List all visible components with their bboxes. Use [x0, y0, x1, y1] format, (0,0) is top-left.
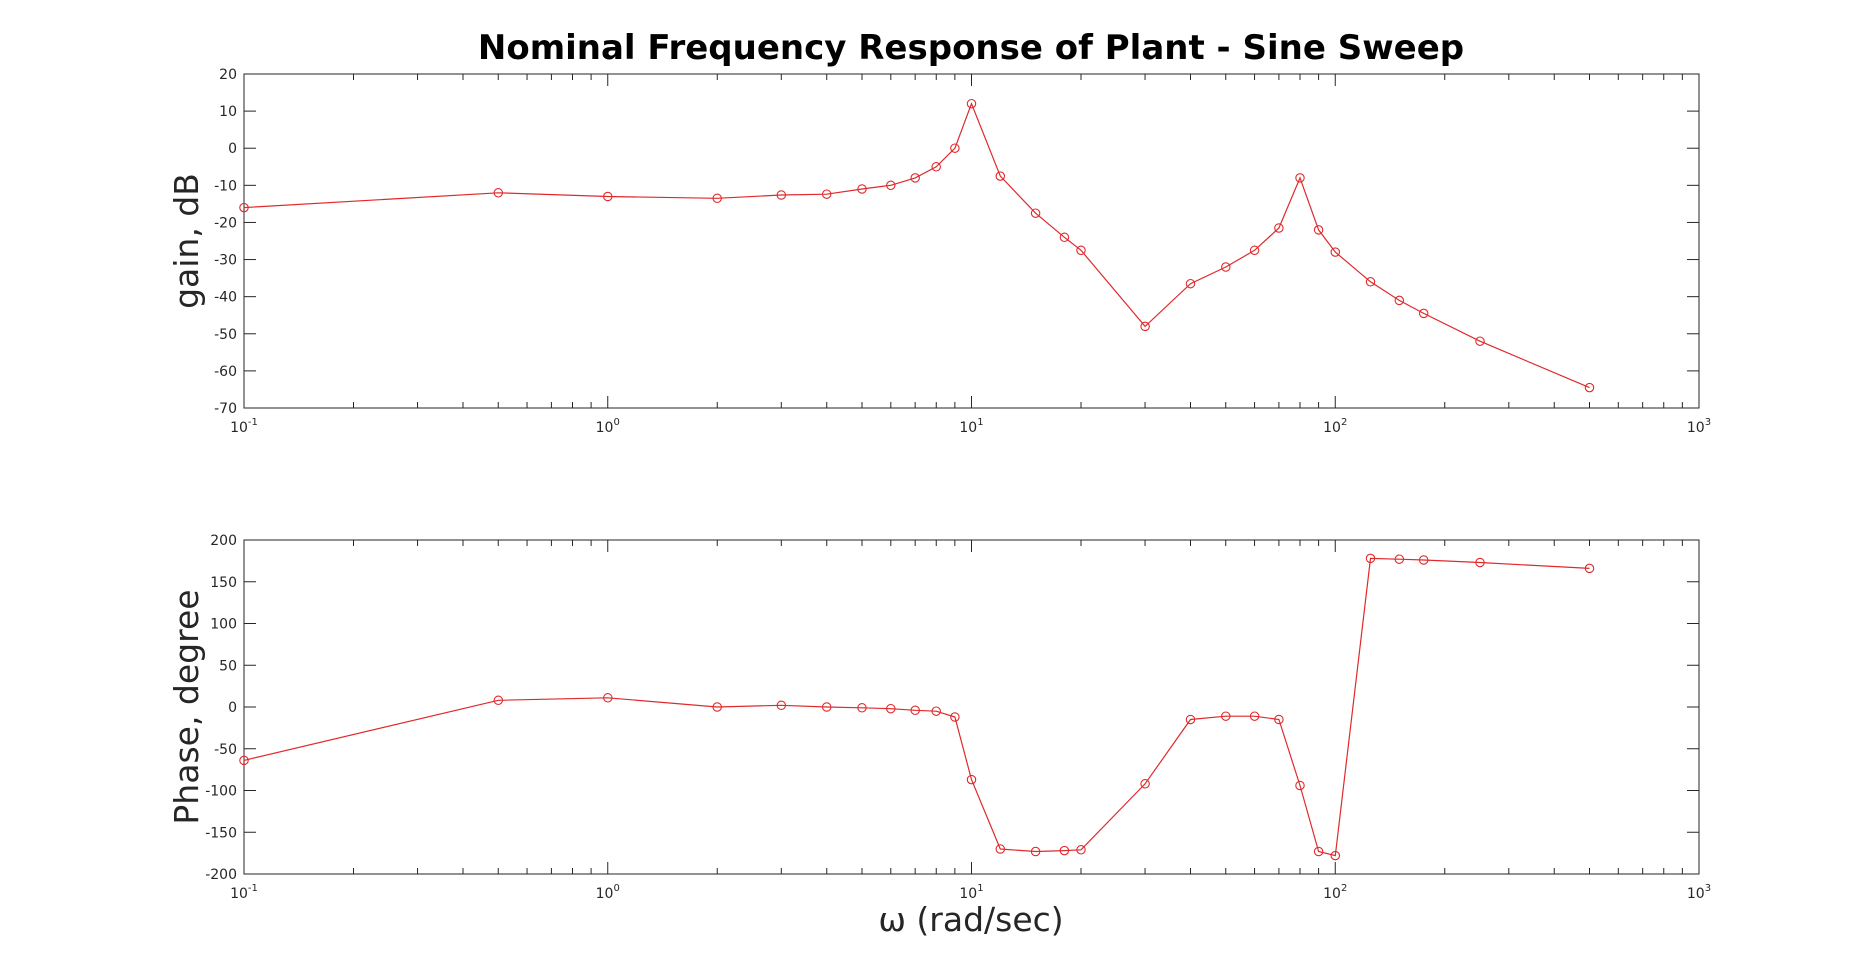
data-point [1249, 711, 1260, 721]
data-point [910, 173, 920, 183]
axes-frame [243, 73, 1700, 409]
y-tick-label: -40 [214, 290, 237, 306]
data-point [966, 98, 977, 109]
data-point [1030, 846, 1041, 857]
x-tick-label: 103 [1687, 417, 1711, 436]
x-tick-label: 100 [596, 417, 620, 436]
y-tick-label: 0 [228, 700, 237, 716]
y-tick-label: -50 [214, 742, 237, 758]
data-point [1365, 553, 1376, 564]
y-tick-label: 10 [219, 104, 237, 120]
y-tick-label: 150 [210, 575, 237, 591]
axes-frame [243, 539, 1700, 875]
data-point [1475, 557, 1485, 568]
x-tick-label: 102 [1323, 883, 1347, 902]
y-axis-label: gain, dB [167, 173, 206, 309]
x-tick-label: 103 [1687, 883, 1711, 902]
data-point [1330, 247, 1341, 257]
x-tick-label: 100 [596, 883, 620, 902]
y-tick-label: 20 [219, 67, 237, 83]
data-point [1584, 563, 1595, 574]
y-tick-label: -150 [205, 825, 237, 841]
data-point [776, 700, 787, 711]
data-point [1059, 232, 1070, 243]
data-point [1221, 262, 1231, 272]
series-line [243, 102, 1590, 389]
y-tick-label: -20 [214, 215, 237, 231]
data-point [1295, 173, 1305, 183]
chart-title: Nominal Frequency Response of Plant - Si… [478, 28, 1464, 68]
data-point [1365, 277, 1376, 287]
data-point [1076, 245, 1086, 256]
data-point [950, 712, 960, 722]
data-point [1185, 278, 1196, 289]
data-point [931, 706, 941, 716]
data-point [821, 189, 832, 199]
y-tick-label: -30 [214, 253, 237, 269]
y-tick-label: -60 [214, 364, 237, 380]
data-point [857, 703, 867, 713]
data-point [1249, 245, 1260, 256]
data-point [1185, 714, 1196, 725]
data-point [1394, 554, 1405, 564]
data-point [712, 702, 722, 712]
data-point [1295, 780, 1305, 791]
data-point [1274, 714, 1284, 725]
data-point [1140, 321, 1150, 332]
data-point [603, 693, 613, 703]
data-point [239, 755, 249, 766]
data-point [995, 171, 1006, 181]
x-tick-label: 101 [959, 417, 983, 436]
data-point [239, 202, 249, 213]
x-tick-label: 101 [959, 883, 983, 902]
data-point [1394, 295, 1405, 306]
y-tick-label: -50 [214, 327, 237, 343]
y-tick-label: -10 [214, 178, 237, 194]
data-point [712, 193, 722, 204]
data-point [1140, 779, 1150, 789]
data-point [886, 180, 896, 191]
data-point [857, 184, 867, 194]
data-point [910, 705, 920, 716]
y-tick-label: -200 [205, 867, 237, 883]
data-point [776, 190, 787, 200]
x-tick-label: 10-1 [230, 883, 258, 902]
data-point [1584, 382, 1595, 393]
x-tick-label: 102 [1323, 417, 1347, 436]
data-point [1313, 225, 1324, 235]
data-point [886, 703, 896, 714]
data-point [995, 844, 1006, 854]
data-point [1418, 555, 1429, 565]
data-point [1076, 845, 1086, 855]
data-point [493, 188, 504, 198]
data-point [493, 695, 504, 706]
data-point [966, 774, 977, 785]
data-point [931, 162, 941, 172]
y-tick-label: 200 [210, 533, 237, 549]
y-axis-label: Phase, degree [167, 589, 206, 824]
data-point [1313, 846, 1324, 857]
data-point [1274, 223, 1284, 233]
x-axis-label: ω (rad/sec) [878, 900, 1063, 939]
data-point [1475, 336, 1485, 346]
series-line [243, 557, 1590, 857]
y-tick-label: 0 [228, 141, 237, 157]
data-point [1221, 711, 1231, 721]
data-point [1030, 208, 1041, 218]
y-tick-label: -100 [205, 784, 237, 800]
data-point [821, 702, 832, 712]
data-point [1330, 850, 1341, 861]
data-point [1418, 308, 1429, 319]
x-tick-label: 10-1 [230, 417, 258, 436]
y-tick-label: 100 [210, 617, 237, 633]
data-point [603, 191, 613, 202]
y-tick-label: 50 [219, 658, 237, 674]
y-tick-label: -70 [214, 401, 237, 417]
data-point [950, 143, 960, 153]
data-point [1059, 845, 1070, 856]
